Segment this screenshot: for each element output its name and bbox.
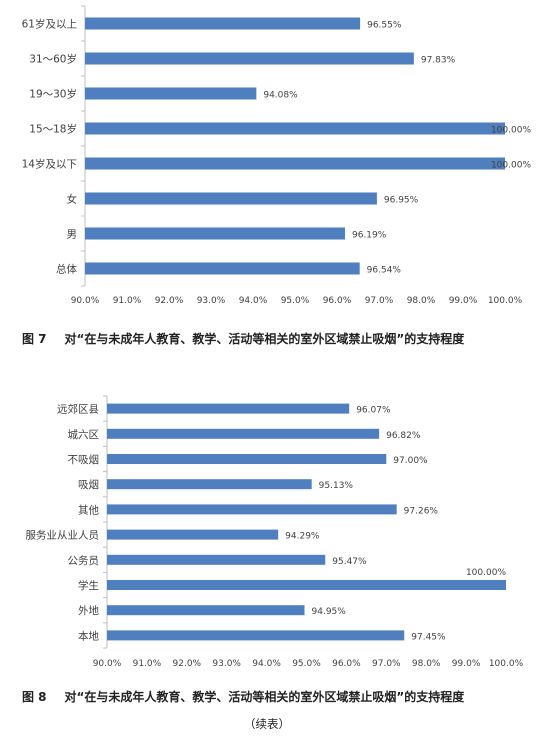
chart1-x-tick-label: 95.0% [281, 296, 310, 306]
chart1-category-label: 15～18岁 [29, 123, 77, 136]
chart1-x-tick-label: 99.0% [449, 296, 478, 306]
chart2-bar [107, 479, 312, 490]
chart2-value-label: 100.00% [466, 568, 506, 578]
chart2-x-tick-label: 100.0% [489, 659, 524, 669]
chart2-bar [107, 630, 405, 641]
chart1-x-tick-label: 92.0% [155, 296, 184, 306]
chart1-value-label: 96.54% [367, 266, 402, 276]
chart1-value-label: 96.55% [367, 21, 402, 31]
chart1-value-label: 96.95% [384, 196, 419, 206]
chart2-category-label: 外地 [78, 604, 99, 617]
chart2-bar [107, 554, 326, 565]
chart2-bar [107, 605, 305, 616]
chart2-category-label: 学生 [78, 579, 99, 592]
chart1-value-label: 94.08% [263, 91, 298, 101]
figure-7-number: 图 7 [22, 332, 47, 346]
chart-figure-7: 61岁及以上 96.55% 31～60岁 97.83% 19～30岁 94.08% 15～1… [22, 5, 531, 306]
chart2-category-label: 远郊区县 [57, 403, 99, 416]
chart1-bar [85, 122, 505, 135]
chart2-category-label: 本地 [78, 629, 99, 642]
chart2-x-tick-label: 99.0% [452, 659, 481, 669]
chart2-bar [107, 403, 350, 414]
figure-7-caption-text: 对“在与未成年人教育、教学、活动等相关的室外区域禁止吸烟”的支持程度 [64, 332, 465, 346]
chart1-bar [85, 52, 414, 65]
chart2-bar [107, 504, 397, 515]
chart1-value-label: 100.00% [491, 126, 531, 136]
chart2-value-label: 95.13% [319, 481, 354, 491]
chart1-x-tick-label: 91.0% [113, 296, 142, 306]
chart1-category-label: 61岁及以上 [22, 18, 77, 31]
chart2-value-label: 96.07% [356, 406, 391, 416]
chart2-x-tick-label: 96.0% [332, 659, 361, 669]
chart2-x-tick-label: 90.0% [93, 659, 122, 669]
chart1-x-tick-label: 100.0% [488, 296, 523, 306]
chart2-category-label: 城六区 [68, 429, 100, 441]
chart2-category-label: 公务员 [68, 554, 100, 567]
chart2-value-label: 95.47% [332, 557, 367, 567]
chart1-bar [85, 262, 360, 275]
chart1-x-tick-label: 90.0% [71, 296, 100, 306]
chart1-x-tick-label: 97.0% [365, 296, 394, 306]
figure-8-caption: 图 8 对“在与未成年人教育、教学、活动等相关的室外区域禁止吸烟”的支持程度 [22, 688, 464, 705]
chart2-category-label: 吸烟 [78, 478, 99, 491]
chart2-bar [107, 428, 380, 439]
chart1-category-label: 19～30岁 [29, 88, 77, 101]
chart2-category-label: 其他 [78, 503, 99, 516]
chart2-x-tick-label: 95.0% [292, 659, 321, 669]
chart2-x-tick-label: 98.0% [412, 659, 441, 669]
chart1-x-tick-label: 94.0% [239, 296, 268, 306]
chart1-bar [85, 17, 361, 30]
figure-8-number: 图 8 [22, 690, 47, 704]
chart1-x-tick-label: 93.0% [197, 296, 226, 306]
chart1-value-label: 100.00% [491, 161, 531, 171]
chart1-category-label: 31～60岁 [29, 53, 77, 66]
chart2-x-tick-label: 92.0% [173, 659, 202, 669]
chart1-category-label: 总体 [56, 263, 77, 276]
chart2-x-tick-label: 93.0% [212, 659, 241, 669]
chart2-category-label: 服务业从业人员 [26, 529, 100, 542]
chart1-bar [85, 192, 377, 205]
chart2-bar [107, 580, 506, 590]
chart2-x-tick-label: 94.0% [252, 659, 281, 669]
chart2-value-label: 97.00% [393, 456, 428, 466]
chart2-value-label: 94.29% [285, 532, 320, 542]
chart1-bar [85, 87, 257, 100]
chart2-bar [107, 454, 387, 464]
chart1-category-label: 男 [67, 229, 78, 241]
chart2-value-label: 94.95% [312, 607, 347, 617]
chart2-bar [107, 529, 279, 540]
figure-8-caption-text: 对“在与未成年人教育、教学、活动等相关的室外区域禁止吸烟”的支持程度 [64, 690, 465, 704]
chart2-value-label: 97.45% [411, 632, 446, 642]
chart2-category-label: 不吸烟 [68, 453, 100, 466]
chart2-value-label: 97.26% [404, 506, 439, 516]
chart1-value-label: 96.19% [352, 231, 387, 241]
figure-7-caption: 图 7 对“在与未成年人教育、教学、活动等相关的室外区域禁止吸烟”的支持程度 [22, 330, 464, 347]
chart1-bar [85, 227, 345, 240]
chart1-category-label: 14岁及以下 [22, 158, 77, 171]
chart1-value-label: 97.83% [421, 56, 456, 66]
chart1-x-tick-label: 96.0% [323, 296, 352, 306]
chart2-x-tick-label: 91.0% [133, 659, 162, 669]
chart-figure-8: 远郊区县 96.07% 城六区 96.82% 不吸烟 97.00% 吸烟 95.13% 其他 97… [26, 395, 524, 669]
chart2-value-label: 96.82% [386, 431, 421, 441]
chart1-bar [85, 157, 505, 170]
chart1-x-tick-label: 98.0% [407, 296, 436, 306]
chart1-category-label: 女 [67, 193, 78, 206]
continued-note: （续表） [244, 717, 290, 731]
chart2-x-tick-label: 97.0% [372, 659, 401, 669]
